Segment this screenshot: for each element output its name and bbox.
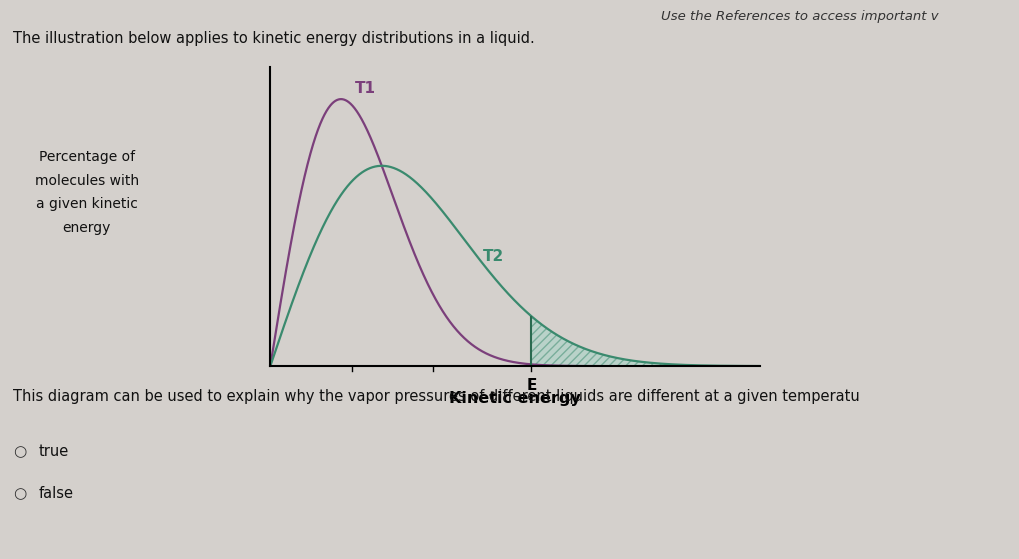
Text: T2: T2 <box>482 249 503 264</box>
Text: false: false <box>39 486 73 501</box>
Text: This diagram can be used to explain why the vapor pressures of different liquids: This diagram can be used to explain why … <box>13 389 859 404</box>
Text: a given kinetic: a given kinetic <box>36 197 138 211</box>
Text: ○: ○ <box>13 444 26 459</box>
Text: Use the References to access important v: Use the References to access important v <box>660 10 937 23</box>
Text: T1: T1 <box>355 82 375 96</box>
Text: E: E <box>526 378 536 393</box>
Text: energy: energy <box>62 221 111 235</box>
Text: molecules with: molecules with <box>35 174 139 188</box>
X-axis label: Kinetic energy: Kinetic energy <box>448 391 581 406</box>
Text: The illustration below applies to kinetic energy distributions in a liquid.: The illustration below applies to kineti… <box>13 31 535 46</box>
Text: Percentage of: Percentage of <box>39 150 135 164</box>
Text: true: true <box>39 444 69 459</box>
Text: ○: ○ <box>13 486 26 501</box>
